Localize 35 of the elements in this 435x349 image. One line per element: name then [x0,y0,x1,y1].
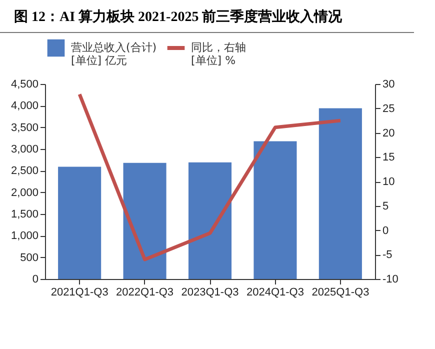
legend-label: 同比，右轴 [191,41,246,54]
y2-tick-label: 30 [382,78,395,90]
bar [254,141,297,279]
x-tick-label: 2024Q1-Q3 [246,286,304,298]
text: [单位] % [191,54,236,67]
x-tick-label: 2021Q1-Q3 [50,286,108,298]
y-tick-label: 1,000 [10,230,38,242]
y2-tick-label: 25 [382,102,395,115]
bar [188,162,232,279]
y2-tick-label: -5 [382,249,392,262]
y-tick-label: 3,000 [10,144,38,156]
bar [318,108,362,279]
x-tick-label: 2022Q1-Q3 [116,286,174,298]
y-tick-label: 500 [20,252,38,264]
x-tick-label: 2025Q1-Q3 [312,286,370,298]
y-tick-label: 2,000 [10,186,38,199]
y-tick-label: 1,500 [10,208,38,220]
y2-tick-label: -10 [382,274,398,286]
y-tick-label: 4,000 [10,100,38,112]
chart-title: 图 12：AI 算力板块 2021-2025 前三季度营业收入情况 [0,0,414,33]
line-series [78,92,342,262]
bar [58,166,102,279]
y-tick-label: 3,500 [10,122,38,134]
text: [单位] 亿元 [71,54,128,67]
y2-tick-label: 0 [382,224,389,237]
x-tick-label: 2023Q1-Q3 [181,286,239,298]
y2-tick-label: 20 [382,127,395,140]
y-tick-label: 0 [32,274,38,286]
legend-label: 营业总收入(合计) [71,41,157,54]
bar [123,162,166,279]
y2-tick-label: 15 [382,152,395,164]
y2-tick-label: 10 [382,176,395,188]
y-tick-label: 2,500 [10,165,38,178]
y2-tick-label: 5 [382,200,389,212]
y-tick-label: 4,500 [10,78,38,90]
